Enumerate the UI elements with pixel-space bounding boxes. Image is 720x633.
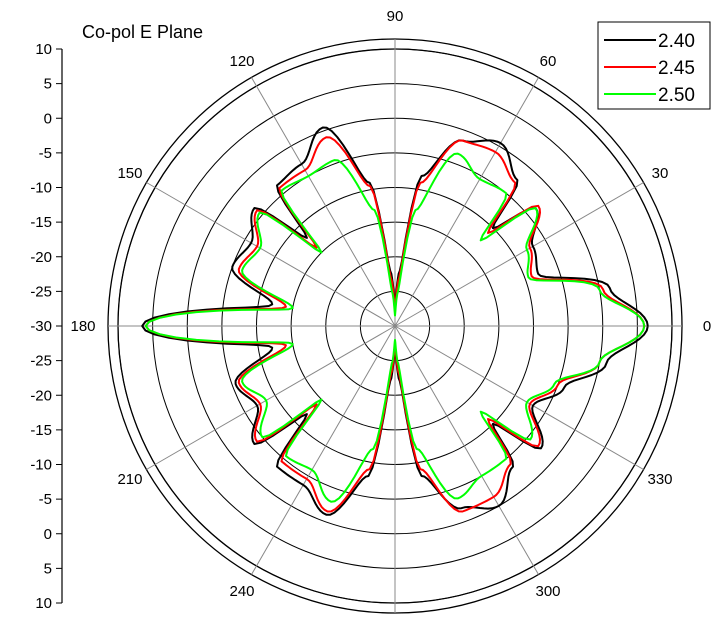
angle-label: 270	[382, 630, 407, 633]
angular-grid-spoke	[146, 325, 396, 470]
angle-label: 330	[647, 471, 672, 488]
radial-tick-label: 5	[44, 560, 52, 577]
angle-label: 120	[229, 53, 254, 70]
radial-tick-label: -20	[30, 387, 52, 404]
radial-tick-label: -15	[30, 422, 52, 439]
angular-grid-spoke	[251, 325, 396, 575]
angular-grid-spoke	[251, 77, 396, 327]
radial-tick-label: -20	[30, 249, 52, 266]
radial-tick-label: -5	[39, 491, 52, 508]
angular-grid-spoke	[394, 182, 644, 327]
legend-label: 2.50	[658, 85, 695, 106]
radial-tick-label: -30	[30, 318, 52, 335]
radial-tick-label: 5	[44, 76, 52, 93]
radial-tick-label: -25	[30, 283, 52, 300]
radial-tick-label: 0	[44, 526, 52, 543]
radial-tick-label: -10	[30, 180, 52, 197]
series-group	[141, 126, 649, 516]
radial-scale: 10 5 0 -5 -10 -15 -20 -25 -30 -25 -20 -15 -10 -5 0 5 10	[30, 41, 63, 612]
radial-tick-label: -25	[30, 353, 52, 370]
angle-label: 30	[652, 165, 669, 182]
angular-labels: 0 30 60 90 120 150 180 210 240 270 300 330	[70, 8, 711, 633]
polar-grid	[107, 38, 683, 614]
angle-label: 210	[117, 471, 142, 488]
radial-tick-label: -5	[39, 145, 52, 162]
radial-tick-label: -15	[30, 214, 52, 231]
radial-tick-label: 10	[35, 41, 52, 58]
radial-tick-label: 10	[35, 595, 52, 612]
angular-grid-spokes	[108, 39, 682, 613]
angle-label: 240	[229, 583, 254, 600]
angular-grid-spoke	[394, 77, 539, 327]
angle-label: 300	[535, 583, 560, 600]
legend: 2.40 2.45 2.50	[597, 21, 711, 110]
series-line	[144, 152, 646, 503]
series-line	[141, 126, 649, 516]
legend-label: 2.40	[658, 31, 695, 52]
radial-tick-label: 0	[44, 110, 52, 127]
angle-label: 90	[387, 8, 404, 25]
radial-tick-label: -10	[30, 457, 52, 474]
angular-grid-spoke	[146, 182, 396, 327]
angular-grid-spoke	[394, 325, 539, 575]
angle-label: 0	[703, 318, 711, 335]
angle-label: 150	[117, 165, 142, 182]
legend-label: 2.45	[658, 58, 695, 79]
angular-grid-spoke	[394, 325, 644, 470]
angle-label: 180	[70, 318, 95, 335]
chart-title: Co-pol E Plane	[82, 22, 203, 42]
angle-label: 60	[540, 53, 557, 70]
